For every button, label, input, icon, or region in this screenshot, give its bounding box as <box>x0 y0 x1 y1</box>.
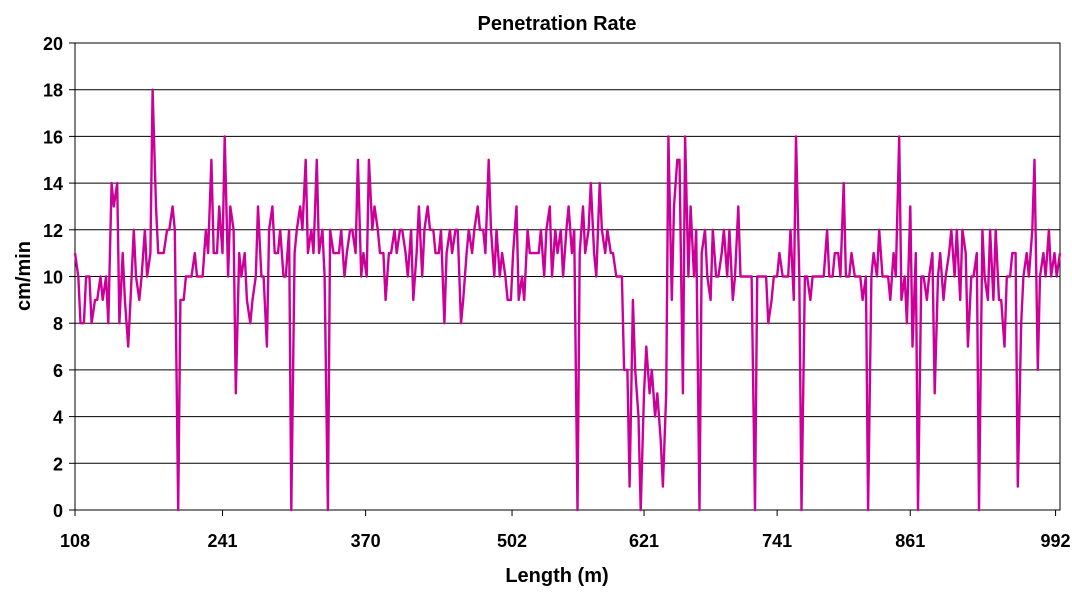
y-axis-label: cm/min <box>13 241 35 311</box>
x-tick-label: 108 <box>60 531 90 551</box>
y-tick-label: 10 <box>43 268 63 288</box>
x-tick-label: 241 <box>208 531 238 551</box>
x-tick-label: 741 <box>762 531 792 551</box>
y-tick-label: 6 <box>53 361 63 381</box>
axes <box>69 42 1061 516</box>
y-tick-label: 0 <box>53 501 63 521</box>
x-tick-labels: 108 241 370 502 621 741 861 992 <box>60 531 1071 551</box>
x-tick-label: 992 <box>1041 531 1071 551</box>
chart-title: Penetration Rate <box>478 13 637 35</box>
y-tick-label: 4 <box>53 408 63 428</box>
x-tick-label: 370 <box>351 531 381 551</box>
y-tick-label: 2 <box>53 454 63 474</box>
y-tick-label: 18 <box>43 81 63 101</box>
x-tick-label: 502 <box>497 531 527 551</box>
y-tick-label: 16 <box>43 127 63 147</box>
x-tick-label: 861 <box>895 531 925 551</box>
y-tick-label: 20 <box>43 34 63 54</box>
y-tick-labels: 0 2 4 6 8 10 12 14 16 18 20 <box>43 34 63 521</box>
series-line <box>73 88 1062 512</box>
x-axis-label: Length (m) <box>505 565 608 587</box>
x-tick-label: 621 <box>629 531 659 551</box>
series-layer <box>73 88 1062 512</box>
y-tick-label: 14 <box>43 174 63 194</box>
plot-area <box>74 42 1061 511</box>
y-tick-label: 12 <box>43 221 63 241</box>
y-tick-label: 8 <box>53 314 63 334</box>
